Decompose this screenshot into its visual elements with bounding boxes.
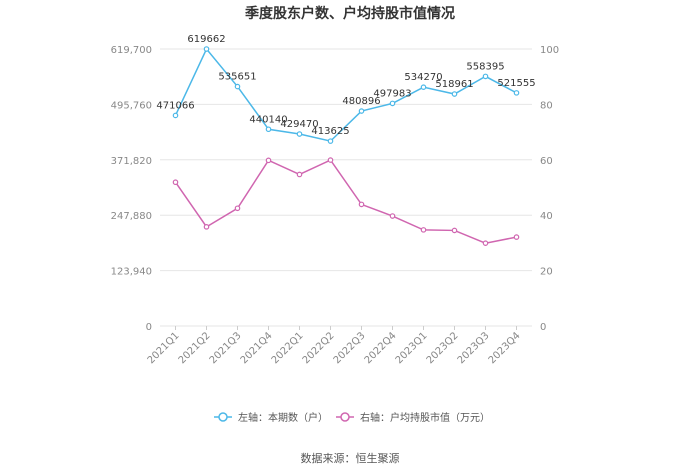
data-label: 518961: [435, 79, 473, 90]
right-tick-label: 100: [540, 45, 559, 56]
data-point: [265, 126, 272, 133]
data-point: [234, 205, 241, 212]
left-tick-label: 495,760: [111, 100, 152, 111]
right-tick-label: 20: [540, 267, 553, 278]
data-label: 413625: [311, 126, 349, 137]
data-label: 429470: [280, 119, 318, 130]
right-tick-label: 0: [540, 322, 546, 333]
data-point: [482, 240, 489, 246]
x-tick-label: 2023Q3: [456, 330, 492, 366]
source-note: 数据来源：恒生聚源: [301, 451, 400, 465]
x-tick-label: 2022Q2: [301, 330, 337, 366]
right-axis-ticks: 0 20 40 60 80 100: [540, 45, 559, 333]
x-tick-label: 2022Q1: [270, 330, 306, 366]
legend-label: 右轴：户均持股市值（万元）: [360, 411, 490, 424]
data-label: 558395: [466, 61, 504, 72]
data-point: [327, 157, 334, 163]
data-point: [203, 46, 210, 52]
data-label: 619662: [187, 34, 225, 45]
data-point: [358, 201, 365, 208]
chart-title: 季度股东户数、户均持股市值情况: [244, 5, 455, 22]
data-label: 534270: [404, 72, 442, 83]
data-point: [513, 90, 520, 96]
data-point: [203, 224, 210, 230]
grid: [160, 48, 532, 327]
data-point: [172, 179, 179, 186]
left-tick-label: 247,880: [111, 211, 152, 222]
data-point: [234, 83, 241, 90]
series-line-avg-value: [174, 159, 517, 244]
data-point: [358, 108, 365, 114]
x-tick-label: 2022Q3: [332, 330, 368, 366]
data-point: [265, 157, 272, 164]
left-tick-label: 619,700: [111, 45, 152, 56]
data-point: [420, 84, 427, 90]
data-label: 535651: [218, 72, 256, 83]
right-tick-label: 60: [540, 156, 553, 167]
data-point: [296, 171, 303, 178]
x-tick-label: 2023Q4: [487, 330, 523, 366]
data-point: [296, 131, 303, 137]
legend-label: 左轴：本期数（户）: [238, 411, 328, 424]
data-point: [389, 213, 396, 219]
data-label: 471066: [156, 100, 194, 111]
data-label: 480896: [342, 96, 380, 107]
legend-swatch-marker: [218, 412, 228, 422]
x-tick-label: 2021Q3: [208, 330, 244, 366]
data-point: [327, 138, 334, 144]
data-label: 440140: [249, 114, 287, 125]
right-tick-label: 40: [540, 211, 553, 222]
data-label: 497983: [373, 88, 411, 99]
x-tick-label: 2021Q1: [146, 330, 182, 366]
x-tick-label: 2021Q2: [177, 330, 213, 366]
legend: 左轴：本期数（户） 右轴：户均持股市值（万元）: [214, 411, 490, 424]
left-tick-label: 371,820: [111, 156, 152, 167]
x-tick-label: 2021Q4: [239, 330, 275, 366]
data-point: [513, 234, 520, 240]
left-tick-label: 0: [146, 322, 152, 333]
data-point: [389, 100, 396, 107]
data-point: [420, 227, 427, 233]
data-point: [451, 227, 458, 234]
data-point: [482, 73, 489, 80]
series-line-holders: [174, 47, 517, 142]
x-tick-label: 2023Q2: [425, 330, 461, 366]
data-label: 521555: [497, 78, 535, 89]
right-tick-label: 80: [540, 100, 553, 111]
left-axis-ticks: 0 123,940 247,880 371,820 495,760 619,700: [111, 45, 152, 333]
x-tick-label: 2023Q1: [394, 330, 430, 366]
x-axis-ticks: 2021Q12021Q22021Q32021Q42022Q12022Q22022…: [146, 326, 523, 366]
x-tick-label: 2022Q4: [363, 330, 399, 366]
legend-swatch-marker: [340, 412, 350, 422]
data-point: [451, 91, 458, 97]
data-point: [172, 112, 179, 119]
left-tick-label: 123,940: [111, 267, 152, 278]
